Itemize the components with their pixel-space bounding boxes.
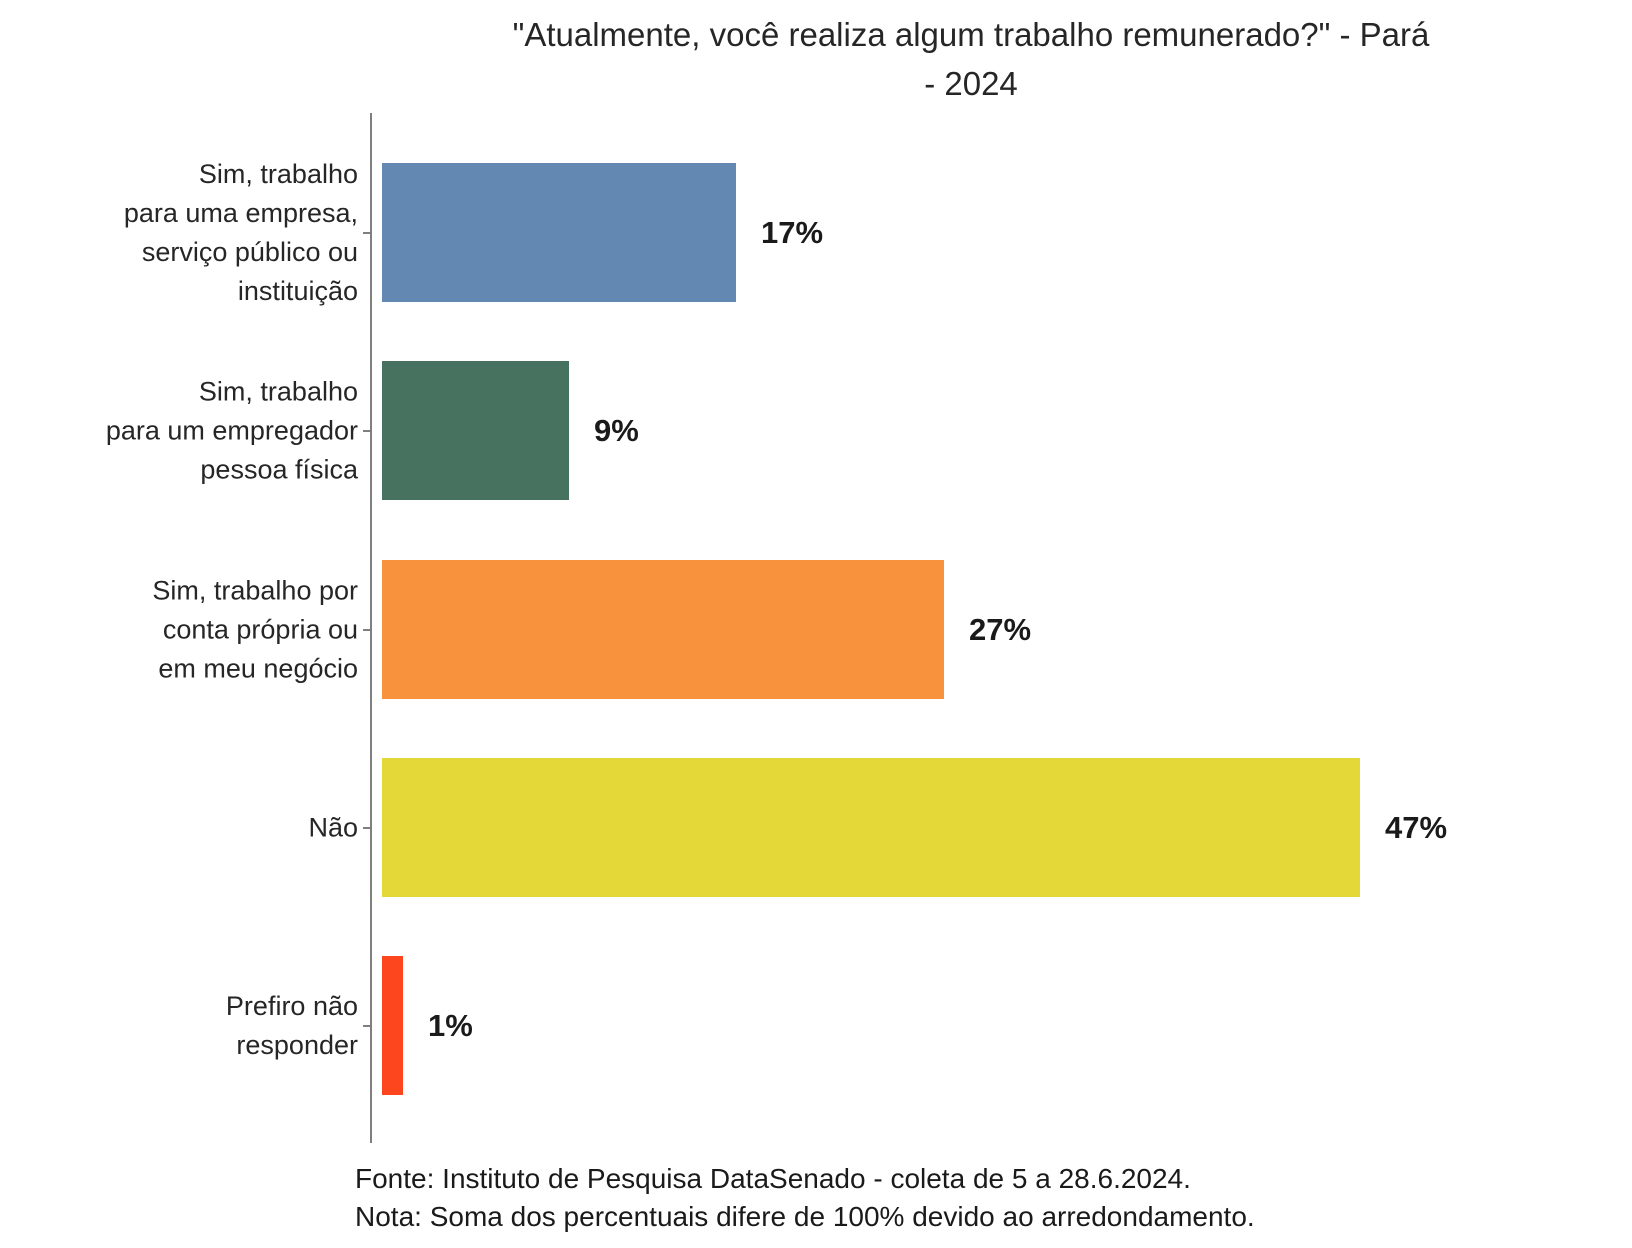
category-label-line: instituição xyxy=(237,276,358,306)
category-label-line: pessoa física xyxy=(200,454,358,485)
category-label-line: Sim, trabalho por xyxy=(152,575,358,606)
axis-tick xyxy=(363,430,371,432)
chart-footer: Fonte: Instituto de Pesquisa DataSenado … xyxy=(355,1160,1255,1236)
y-axis-line xyxy=(370,113,372,1143)
value-label: 1% xyxy=(428,1008,473,1043)
chart-title-line-2: - 2024 xyxy=(924,65,1018,102)
bar xyxy=(382,163,736,302)
category-label-line: em meu negócio xyxy=(158,653,358,684)
value-label: 27% xyxy=(969,612,1032,647)
category-label-line: responder xyxy=(236,1030,358,1060)
category-label: Não xyxy=(18,809,358,848)
category-label-line: Prefiro não xyxy=(225,991,358,1021)
category-label-line: conta própria ou xyxy=(162,614,358,645)
category-label: Prefiro não responder xyxy=(18,987,358,1065)
chart-title-line-1: "Atualmente, você realiza algum trabalho… xyxy=(512,16,1430,53)
value-label: 9% xyxy=(594,413,639,448)
value-label: 17% xyxy=(761,215,824,250)
axis-tick xyxy=(363,1025,371,1027)
category-label: Sim, trabalho para uma empresa, serviço pú… xyxy=(18,155,358,311)
category-label-line: Sim, trabalho xyxy=(198,159,358,189)
bar xyxy=(382,956,403,1095)
rounding-note: Nota: Soma dos percentuais difere de 100… xyxy=(355,1201,1255,1232)
source-note: Fonte: Instituto de Pesquisa DataSenado … xyxy=(355,1163,1191,1194)
axis-tick xyxy=(363,629,371,631)
bar xyxy=(382,758,1360,897)
axis-tick xyxy=(363,827,371,829)
chart-title: "Atualmente, você realiza algum trabalho… xyxy=(371,10,1571,108)
category-label-line: Sim, trabalho xyxy=(198,376,358,407)
category-label-line: serviço público ou xyxy=(141,237,358,267)
category-label-line: para um empregador xyxy=(105,415,358,446)
category-label: Sim, trabalho por conta própria ou em meu … xyxy=(18,572,358,689)
bar xyxy=(382,361,569,500)
value-label: 47% xyxy=(1385,810,1448,845)
category-label-line: Não xyxy=(308,812,358,843)
axis-tick xyxy=(363,232,371,234)
category-label-line: para uma empresa, xyxy=(123,198,358,228)
bar xyxy=(382,560,944,699)
category-label: Sim, trabalho para um empregador pessoa fí… xyxy=(18,373,358,490)
